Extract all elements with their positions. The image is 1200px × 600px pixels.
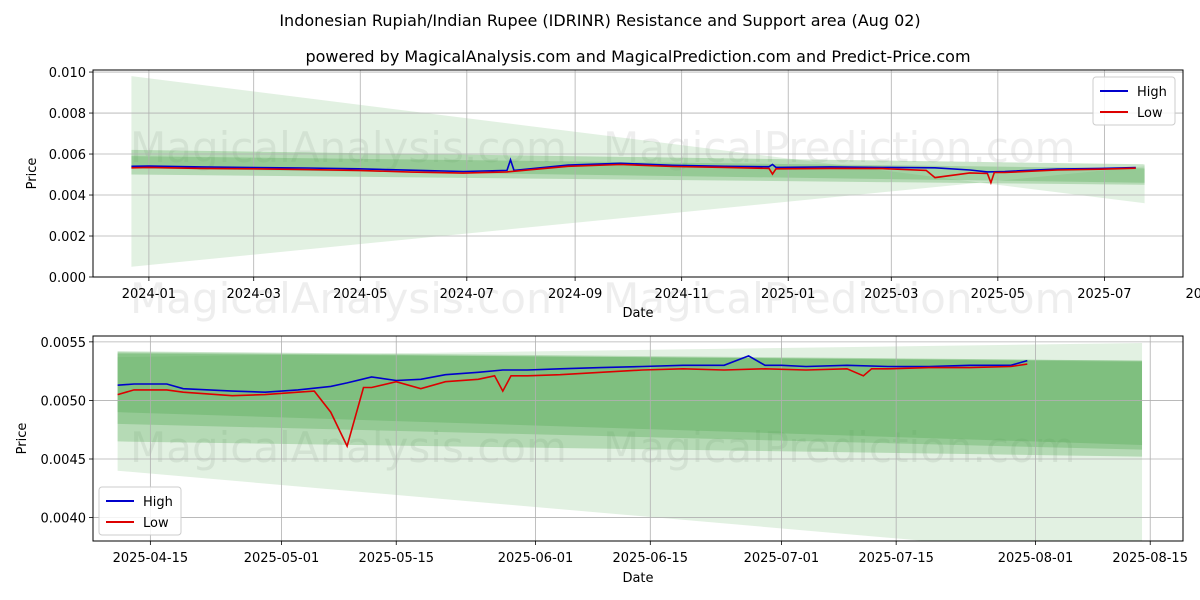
watermark: MagicalAnalysis.com (130, 423, 567, 472)
watermark: MagicalPrediction.com (603, 423, 1076, 472)
x-tick-label: 2025-07-01 (744, 551, 820, 566)
series-high-line (131, 157, 1136, 173)
y-tick-label: 0.000 (49, 271, 86, 286)
plot-frame (92, 335, 1184, 542)
top-chart: MagicalAnalysis.com MagicalPrediction.com… (25, 66, 1200, 323)
x-tick-label: 2025-06-01 (498, 551, 574, 566)
chart-subtitle: powered by MagicalAnalysis.com and Magic… (305, 47, 970, 66)
support-resistance-bands (117, 343, 1143, 541)
y-tick-label: 0.0055 (41, 336, 87, 351)
y-tick-label: 0.0045 (41, 453, 87, 468)
legend-label-low: Low (143, 516, 169, 531)
x-axis-label: Date (622, 571, 653, 586)
legend: High Low (98, 486, 182, 536)
series-low-line (117, 363, 1028, 449)
y-tick-label: 0.0040 (41, 512, 87, 527)
series-high-line (117, 355, 1028, 394)
y-tick-label: 0.008 (49, 107, 86, 122)
x-tick-label: 2024-01 (122, 287, 176, 302)
series-group (117, 355, 1028, 449)
y-tick-label: 0.006 (49, 148, 86, 163)
bottom-chart: MagicalAnalysis.com MagicalPrediction.com… (15, 335, 1188, 586)
series-group (131, 157, 1136, 186)
legend-label-high: High (1137, 85, 1167, 100)
y-tick-label: 0.0050 (41, 394, 87, 409)
x-tick-label: 2024-11 (655, 287, 709, 302)
legend-label-low: Low (1137, 106, 1163, 121)
x-tick-label: 2025-06-15 (613, 551, 689, 566)
legend: High Low (1092, 76, 1176, 126)
x-tick-label: 2025-09 (1186, 287, 1200, 302)
y-tick-label: 0.004 (49, 189, 86, 204)
x-tick-label: 2025-05-01 (244, 551, 320, 566)
x-tick-label: 2024-03 (227, 287, 281, 302)
x-tick-label: 2025-08-15 (1112, 551, 1188, 566)
y-tick-label: 0.002 (49, 230, 86, 245)
band-3 (117, 352, 1143, 445)
chart-title: Indonesian Rupiah/Indian Rupee (IDRINR) … (279, 11, 920, 30)
watermark: MagicalPrediction.com (603, 274, 1076, 323)
x-tick-label: 2025-05 (971, 287, 1025, 302)
series-low-line (131, 163, 1136, 186)
x-tick-label: 2025-04-15 (113, 551, 189, 566)
x-tick-label: 2025-08-01 (998, 551, 1074, 566)
y-tick-label: 0.010 (49, 66, 86, 81)
x-tick-label: 2025-03 (864, 287, 918, 302)
x-tick-label: 2025-07-15 (858, 551, 934, 566)
x-axis-label: Date (622, 306, 653, 321)
band-0 (117, 343, 1143, 541)
watermark: MagicalAnalysis.com (130, 274, 567, 323)
x-tick-label: 2024-07 (440, 287, 494, 302)
watermark: MagicalAnalysis.com (130, 123, 567, 172)
x-tick-label: 2024-05 (333, 287, 387, 302)
y-axis-label: Price (15, 423, 30, 455)
plot-frame (92, 69, 1184, 278)
y-axis-label: Price (25, 158, 40, 190)
x-tick-label: 2024-09 (548, 287, 602, 302)
legend-label-high: High (143, 495, 173, 510)
x-tick-label: 2025-05-15 (358, 551, 434, 566)
x-tick-label: 2025-07 (1077, 287, 1131, 302)
band-0 (131, 76, 1145, 267)
x-tick-label: 2025-01 (761, 287, 815, 302)
